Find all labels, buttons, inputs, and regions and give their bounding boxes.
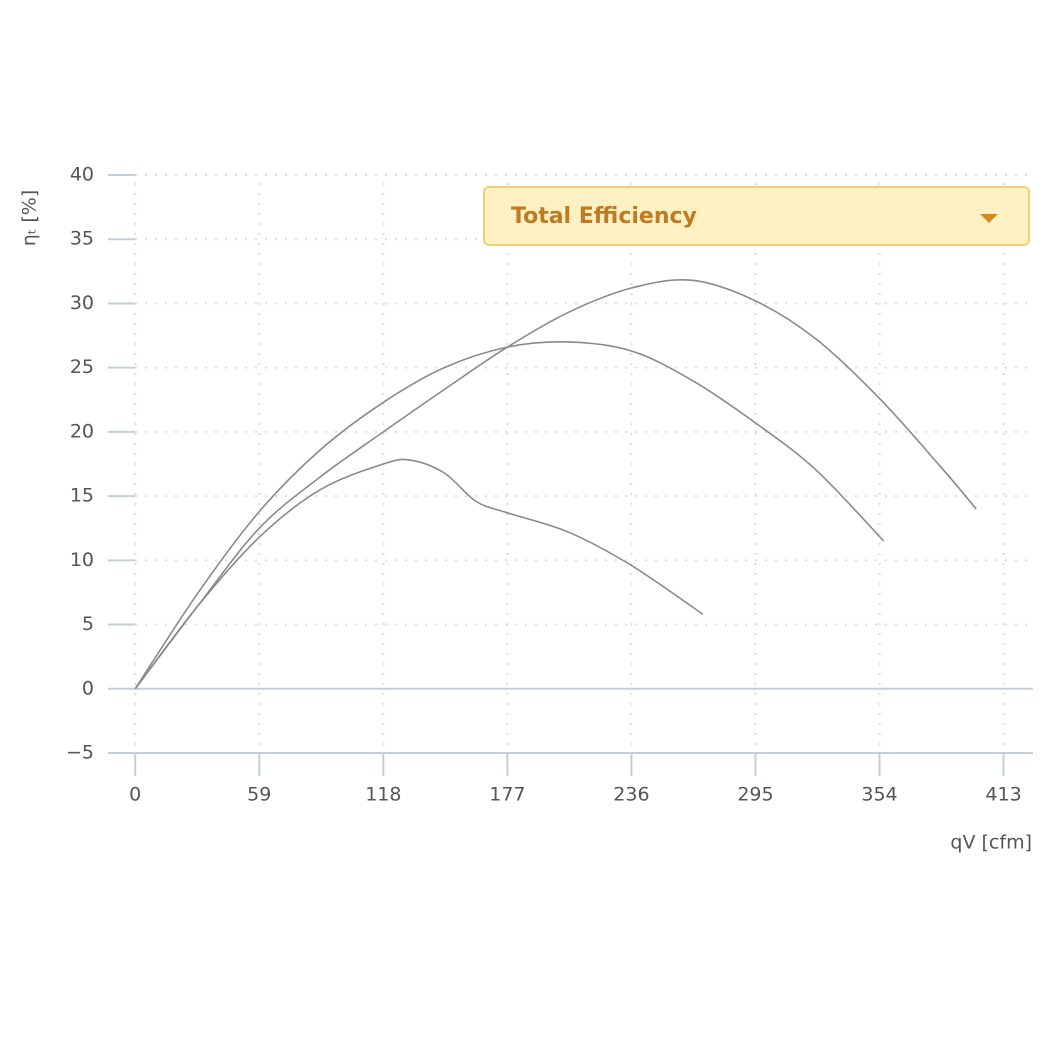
x-tick-label: 59 bbox=[247, 784, 271, 806]
x-tick-label: 177 bbox=[489, 784, 525, 806]
efficiency-curve bbox=[134, 279, 977, 690]
x-axis-label: qV [cfm] bbox=[950, 832, 1032, 854]
x-tick-label: 354 bbox=[861, 784, 897, 806]
y-tick-label: 25 bbox=[70, 356, 94, 378]
y-tick-label: −5 bbox=[66, 742, 94, 764]
y-tick-label: 5 bbox=[82, 613, 94, 635]
efficiency-curve bbox=[134, 341, 885, 690]
y-tick-label: 15 bbox=[70, 485, 94, 507]
y-tick-label: 20 bbox=[70, 420, 94, 442]
y-axis-label: ηₜ [%] bbox=[19, 190, 41, 247]
dropdown-arrow bbox=[980, 214, 998, 223]
y-tick-label: 35 bbox=[70, 228, 94, 250]
x-tick-label: 0 bbox=[129, 784, 141, 806]
efficiency-curve bbox=[134, 458, 704, 690]
metric-dropdown[interactable]: Total Efficiency bbox=[483, 186, 1030, 246]
y-tick-label: 40 bbox=[70, 164, 94, 186]
dropdown-label: Total Efficiency bbox=[511, 204, 697, 229]
y-tick-label: 0 bbox=[82, 677, 94, 699]
y-tick-label: 30 bbox=[70, 292, 94, 314]
x-tick-label: 413 bbox=[985, 784, 1021, 806]
x-tick-label: 118 bbox=[365, 784, 401, 806]
x-tick-label: 236 bbox=[613, 784, 649, 806]
x-tick-label: 295 bbox=[737, 784, 773, 806]
y-tick-label: 10 bbox=[70, 549, 94, 571]
